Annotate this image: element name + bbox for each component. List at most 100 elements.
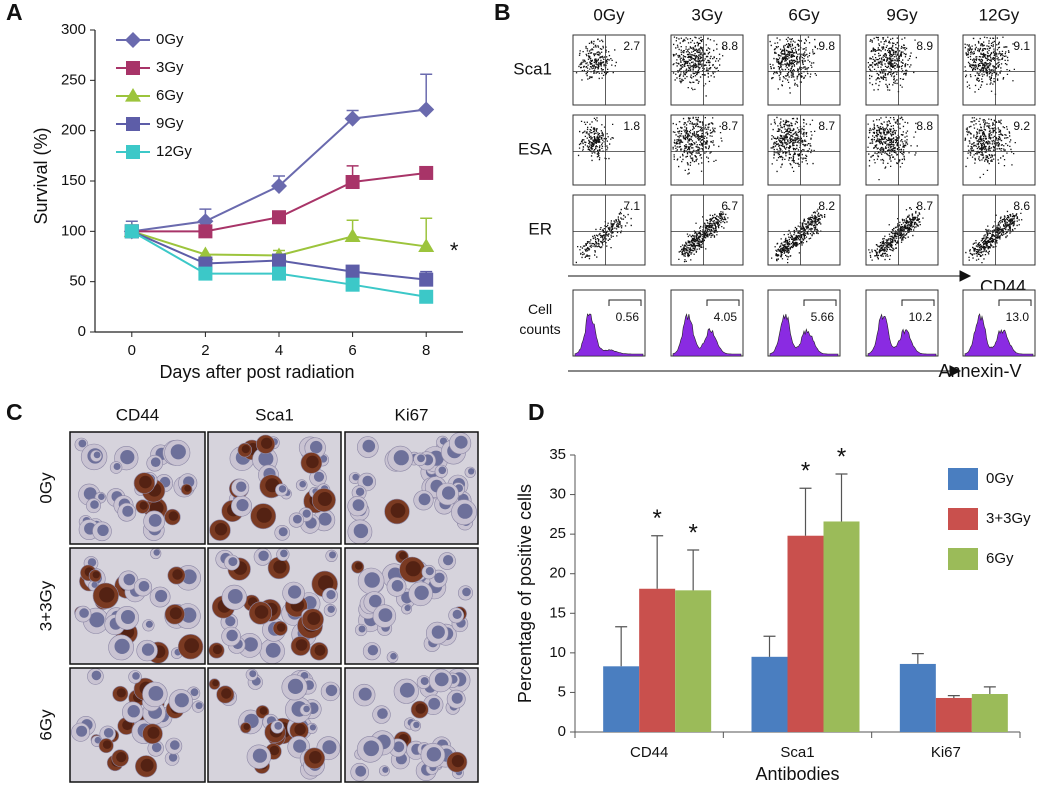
nucleus bbox=[168, 753, 178, 762]
nucleus bbox=[367, 645, 379, 656]
nucleus bbox=[393, 450, 409, 466]
legend-label: 3Gy bbox=[156, 59, 184, 76]
nucleus bbox=[83, 487, 97, 500]
nucleus bbox=[78, 439, 87, 448]
plot-frame bbox=[962, 114, 1036, 186]
legend-label: 12Gy bbox=[156, 143, 192, 160]
event-dots bbox=[672, 36, 725, 97]
y-tick-label: 250 bbox=[61, 71, 86, 88]
bar bbox=[971, 694, 1008, 732]
nucleus bbox=[169, 607, 182, 620]
x-tick-label: 4 bbox=[275, 342, 283, 359]
micrograph-frame bbox=[344, 431, 479, 545]
nucleus bbox=[438, 466, 447, 475]
nucleus bbox=[184, 485, 191, 492]
marker bbox=[272, 210, 286, 225]
nucleus bbox=[148, 514, 162, 527]
y-tick-label: 150 bbox=[61, 172, 86, 189]
marker bbox=[198, 266, 213, 281]
marker bbox=[418, 238, 435, 253]
nucleus bbox=[314, 644, 326, 656]
micrograph bbox=[69, 547, 206, 665]
nucleus bbox=[172, 569, 183, 580]
error-bar bbox=[763, 635, 776, 657]
marker bbox=[126, 61, 140, 75]
quadrant-value: 8.8 bbox=[916, 119, 933, 133]
nucleus bbox=[122, 505, 134, 517]
nucleus bbox=[278, 485, 287, 493]
nucleus bbox=[116, 752, 127, 763]
quadrant-lines bbox=[963, 115, 1035, 185]
gate-value: 13.0 bbox=[1006, 310, 1030, 324]
nucleus bbox=[256, 507, 272, 523]
row-label: ER bbox=[528, 219, 552, 238]
legend-label: 6Gy bbox=[156, 87, 184, 104]
column-header: 0Gy bbox=[593, 5, 625, 24]
nucleus bbox=[280, 549, 288, 558]
x-tick-label: Ki67 bbox=[931, 744, 961, 761]
nucleus bbox=[288, 585, 302, 599]
nucleus bbox=[431, 625, 445, 639]
nucleus bbox=[318, 512, 332, 526]
nucleus bbox=[353, 523, 369, 539]
error-bar bbox=[947, 694, 960, 698]
nucleus bbox=[399, 682, 415, 698]
row-label: Sca1 bbox=[513, 59, 552, 78]
nucleus bbox=[174, 693, 189, 708]
nucleus bbox=[258, 550, 269, 561]
legend-swatch bbox=[948, 508, 978, 530]
nucleus bbox=[261, 437, 273, 449]
x-tick-label: CD44 bbox=[630, 744, 668, 761]
x-axis-label: Antibodies bbox=[755, 764, 839, 784]
marker bbox=[198, 224, 213, 239]
nucleus bbox=[91, 581, 98, 588]
bar bbox=[639, 588, 676, 732]
nucleus bbox=[90, 500, 99, 509]
quadrant-lines bbox=[671, 35, 743, 105]
nucleus bbox=[299, 480, 307, 488]
nucleus bbox=[413, 721, 420, 728]
x-tick-label: 2 bbox=[201, 342, 209, 359]
nucleus bbox=[309, 724, 316, 731]
micrograph bbox=[344, 431, 479, 545]
nucleus bbox=[127, 705, 140, 718]
gate-value: 0.56 bbox=[616, 310, 640, 324]
nucleus bbox=[358, 687, 372, 701]
annotation: * bbox=[450, 238, 459, 263]
gate-bracket bbox=[998, 299, 1032, 306]
significance: * bbox=[652, 505, 661, 532]
nucleus bbox=[442, 486, 456, 500]
quadrant-lines bbox=[573, 35, 645, 105]
nucleus bbox=[295, 639, 308, 651]
nucleus bbox=[414, 585, 429, 600]
nucleus bbox=[236, 481, 247, 492]
axis-arrow bbox=[568, 270, 972, 282]
plot-frame bbox=[572, 114, 646, 186]
nucleus bbox=[325, 684, 338, 697]
micrograph bbox=[207, 667, 342, 783]
y-axis-label: Survival (%) bbox=[31, 127, 51, 224]
significance: * bbox=[837, 443, 846, 470]
micrograph-frame bbox=[344, 667, 479, 783]
x-tick-label: 8 bbox=[422, 342, 430, 359]
x-tick-label: Sca1 bbox=[780, 744, 814, 761]
nucleus bbox=[98, 493, 105, 501]
quadrant-value: 9.2 bbox=[1013, 119, 1030, 133]
event-dots bbox=[964, 36, 1015, 95]
nucleus bbox=[214, 523, 228, 536]
quadrant-lines bbox=[963, 35, 1035, 105]
nucleus bbox=[462, 587, 471, 597]
nucleus bbox=[227, 589, 243, 604]
y-tick-label: 15 bbox=[549, 604, 566, 621]
nucleus bbox=[404, 604, 411, 612]
nucleus bbox=[454, 435, 468, 449]
marker bbox=[345, 175, 360, 190]
nucleus bbox=[452, 609, 462, 620]
nucleus bbox=[120, 450, 135, 465]
legend-label: 9Gy bbox=[156, 115, 184, 132]
nucleus bbox=[355, 765, 367, 777]
marker bbox=[419, 272, 434, 287]
y-tick-label: 50 bbox=[69, 273, 86, 290]
